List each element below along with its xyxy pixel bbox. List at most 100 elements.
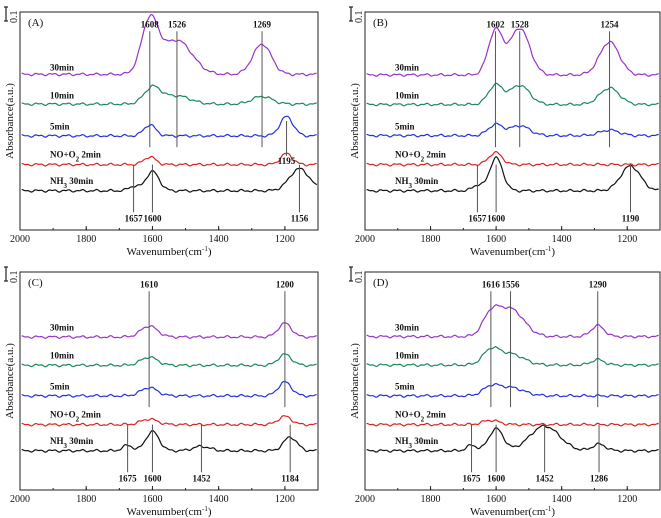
chart-panel: (A) 2000 1800 1600 1400 1200 Wavenumber(cm-1) A… <box>4 6 319 258</box>
chart-panel: (D) 2000 1800 1600 1400 1200 Wavenumber(cm-1) A… <box>349 266 661 518</box>
series-label: 10min <box>50 351 74 361</box>
series-line <box>21 380 317 398</box>
y-axis-label: Absorbance(a.u.) <box>4 83 16 159</box>
series-label: NH3 30min <box>395 436 438 450</box>
chart-panel: (C) 2000 1800 1600 1400 1200 Wavenumber(cm-1) A… <box>4 266 319 518</box>
peak-annotation: 1156 <box>291 213 309 223</box>
series-label: NO+O2 2min <box>50 410 101 424</box>
x-tick-label: 1600 <box>142 494 162 505</box>
series-line <box>366 304 659 339</box>
series-line <box>366 419 659 427</box>
panel-label: (C) <box>28 277 43 289</box>
peak-annotation: 1675 <box>119 473 138 483</box>
x-tick-label: 1400 <box>552 234 572 245</box>
x-tick-label: 1800 <box>421 494 441 505</box>
peak-annotation: 1657 <box>125 213 144 223</box>
y-axis-label: Absorbance(a.u.) <box>349 83 361 159</box>
series-label: NH3 30min <box>395 176 438 190</box>
series-line <box>366 424 659 453</box>
peak-annotation: 1556 <box>502 279 521 289</box>
series-label: 30min <box>50 62 74 72</box>
series-label: 30min <box>395 322 419 332</box>
x-tick-label: 2000 <box>10 234 30 245</box>
series-line <box>21 415 317 427</box>
peak-annotation: 1616 <box>482 279 501 289</box>
series-line <box>21 353 317 368</box>
series-label: 5min <box>50 381 70 391</box>
series-label: 5min <box>395 381 415 391</box>
series-line <box>21 115 317 138</box>
series-label: NO+O2 2min <box>50 150 101 164</box>
series-label: 10min <box>395 351 419 361</box>
panel-label: (A) <box>28 17 44 29</box>
x-tick-label: 1600 <box>142 234 162 245</box>
peak-annotation: 1195 <box>278 156 296 166</box>
panel-label: (D) <box>373 277 389 289</box>
peak-annotation: 1290 <box>589 279 608 289</box>
x-tick-label: 1600 <box>486 234 506 245</box>
x-tick-label: 1800 <box>421 234 441 245</box>
peak-annotation: 1286 <box>590 473 609 483</box>
series-line <box>21 84 317 107</box>
series-line <box>21 322 317 339</box>
peak-annotation: 1184 <box>281 473 299 483</box>
x-axis-label: Wavenumber(cm-1) <box>127 505 212 518</box>
chart-panel: (B) 2000 1800 1600 1400 1200 Wavenumber(cm-1) A… <box>349 6 661 258</box>
x-axis-label: Wavenumber(cm-1) <box>127 245 212 258</box>
x-tick-label: 1200 <box>275 234 295 245</box>
x-tick-label: 1400 <box>209 494 229 505</box>
series-label: 10min <box>395 91 419 101</box>
peak-annotation: 1600 <box>487 473 506 483</box>
x-tick-label: 1800 <box>76 494 96 505</box>
scale-bar-label: 0.1 <box>9 11 20 24</box>
x-tick-label: 2000 <box>10 494 30 505</box>
series-line <box>366 151 659 167</box>
series-line <box>21 152 317 167</box>
series-line <box>21 429 317 453</box>
x-tick-label: 2000 <box>355 494 375 505</box>
peak-annotation: 1200 <box>276 279 295 289</box>
plot-frame <box>19 271 319 491</box>
x-tick-label: 1600 <box>486 494 506 505</box>
peak-annotation: 1602 <box>486 19 505 29</box>
peak-annotation: 1452 <box>536 473 555 483</box>
peak-annotation: 1600 <box>143 213 162 223</box>
plot-frame <box>19 11 319 231</box>
peak-annotation: 1526 <box>168 19 187 29</box>
scale-bar-label: 0.1 <box>9 271 20 284</box>
x-tick-label: 1200 <box>275 494 295 505</box>
series-label: NO+O2 2min <box>395 410 446 424</box>
x-tick-label: 1400 <box>209 234 229 245</box>
peak-annotation: 1269 <box>253 19 272 29</box>
scale-bar-label: 0.1 <box>354 11 365 24</box>
peak-annotation: 1657 <box>468 213 487 223</box>
series-label: NH3 30min <box>50 176 93 190</box>
peak-annotation: 1608 <box>141 19 160 29</box>
peak-annotation: 1610 <box>140 279 159 289</box>
x-tick-label: 1800 <box>76 234 96 245</box>
series-line <box>21 13 317 77</box>
peak-annotation: 1528 <box>511 19 530 29</box>
series-line <box>366 346 659 368</box>
plot-frame <box>364 11 661 231</box>
series-label: 30min <box>50 322 74 332</box>
peak-annotation: 1452 <box>192 473 211 483</box>
series-label: NH3 30min <box>50 436 93 450</box>
peak-annotation: 1600 <box>143 473 162 483</box>
y-axis-label: Absorbance(a.u.) <box>4 343 16 419</box>
x-tick-label: 1400 <box>552 494 572 505</box>
x-tick-label: 2000 <box>355 234 375 245</box>
x-tick-label: 1200 <box>617 234 637 245</box>
panel-label: (B) <box>373 17 388 29</box>
scale-bar-label: 0.1 <box>354 271 365 284</box>
series-label: 5min <box>50 121 70 131</box>
series-line <box>366 382 659 398</box>
plot-frame <box>364 271 661 491</box>
x-axis-label: Wavenumber(cm-1) <box>470 505 555 518</box>
series-label: NO+O2 2min <box>395 150 446 164</box>
x-axis-label: Wavenumber(cm-1) <box>470 245 555 258</box>
series-line <box>366 156 659 193</box>
series-line <box>21 167 318 193</box>
peak-annotation: 1190 <box>622 213 640 223</box>
